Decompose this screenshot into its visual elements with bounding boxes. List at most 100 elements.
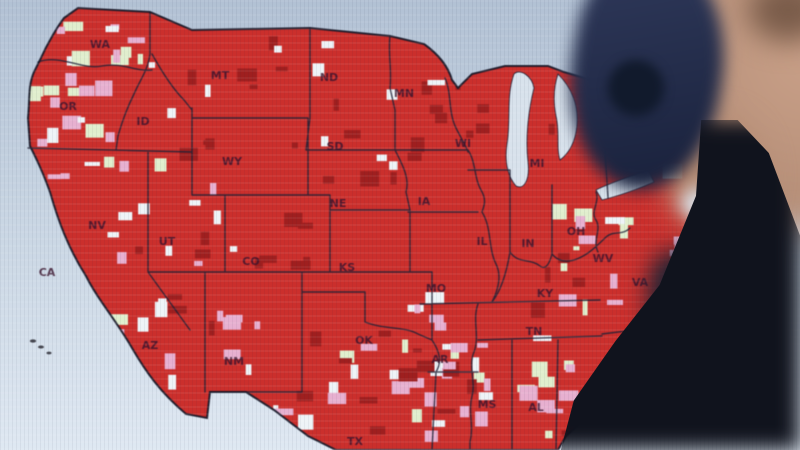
state-label-mn: MN (394, 87, 414, 100)
county-patch (208, 320, 215, 336)
county-patch (437, 408, 456, 414)
state-label-oh: OH (567, 225, 586, 238)
county-patch (274, 45, 282, 53)
state-label-ut: UT (159, 235, 176, 248)
county-patch (391, 381, 410, 395)
county-patch (406, 378, 425, 388)
county-patch (66, 56, 73, 66)
county-patch (290, 260, 311, 270)
county-patch (310, 331, 322, 347)
county-patch (74, 311, 90, 321)
county-patch (575, 216, 586, 229)
county-patch (274, 408, 294, 416)
county-patch (50, 97, 60, 108)
county-patch (519, 385, 538, 401)
county-patch (126, 362, 141, 368)
county-patch (411, 409, 422, 423)
county-patch (205, 138, 215, 150)
county-patch (62, 115, 82, 130)
county-patch (109, 314, 128, 325)
county-patch (450, 347, 459, 359)
county-patch (213, 210, 221, 225)
county-patch (327, 392, 347, 405)
county-patch (168, 374, 177, 390)
county-patch (360, 171, 380, 187)
county-patch (210, 183, 217, 196)
state-label-mi: MI (529, 157, 544, 170)
county-patch (425, 292, 445, 304)
county-patch (95, 80, 113, 97)
county-patch (560, 259, 568, 272)
county-patch (47, 127, 59, 143)
county-patch (77, 117, 85, 123)
county-patch (389, 161, 398, 170)
county-patch (376, 154, 387, 162)
county-patch (573, 246, 580, 251)
state-label-ks: KS (339, 261, 356, 274)
county-patch (475, 411, 488, 427)
county-patch (296, 390, 314, 402)
state-label-id: ID (136, 115, 149, 128)
county-patch (537, 400, 555, 413)
county-patch (194, 260, 203, 266)
state-label-wa: WA (90, 38, 111, 51)
state-label-al: AL (528, 401, 544, 414)
county-patch (56, 26, 65, 34)
county-patch (275, 66, 288, 72)
county-patch (113, 49, 121, 63)
county-patch (65, 73, 77, 86)
county-patch (167, 294, 183, 300)
county-patch (107, 232, 119, 238)
county-patch (429, 104, 443, 114)
county-patch (442, 343, 455, 350)
county-patch (284, 212, 303, 227)
county-patch (413, 348, 422, 353)
county-patch (71, 50, 90, 67)
county-patch (478, 392, 493, 401)
county-patch (338, 358, 352, 364)
county-patch (120, 46, 132, 58)
county-patch (429, 314, 444, 323)
state-label-ms: MS (478, 398, 497, 411)
county-patch (582, 299, 588, 316)
county-patch (254, 321, 261, 330)
county-patch (135, 246, 143, 255)
state-label-co: CO (242, 255, 259, 268)
county-patch (344, 130, 361, 139)
state-label-wy: WY (222, 155, 243, 168)
state-label-sd: SD (326, 140, 343, 153)
county-patch (105, 25, 119, 33)
mask-emblem-icon (608, 60, 664, 116)
county-patch (333, 98, 339, 111)
county-patch (79, 85, 95, 97)
state-label-nm: NM (224, 355, 244, 368)
county-patch (434, 322, 447, 331)
county-patch (359, 397, 378, 404)
county-patch (297, 222, 313, 229)
county-patch (414, 304, 421, 314)
county-patch (558, 390, 579, 401)
county-patch (223, 349, 241, 360)
county-patch (205, 84, 211, 97)
state-label-il: IL (476, 235, 487, 248)
county-patch (118, 212, 133, 221)
state-label-wv: WV (593, 252, 614, 265)
state-labels: WA OR ID MT WY NV UT CA CO AZ NM ND SD NE KS OK TX MN IA MO… (39, 38, 649, 448)
county-patch (63, 324, 81, 337)
county-patch (473, 372, 485, 383)
county-patch (531, 361, 548, 378)
county-patch (138, 203, 150, 215)
state-label-mo: MO (426, 282, 446, 295)
county-patch (466, 130, 474, 138)
county-patch (483, 378, 491, 391)
county-patch (321, 41, 335, 49)
county-patch (194, 249, 211, 259)
county-patch (410, 137, 425, 153)
state-label-ar: AR (432, 353, 450, 366)
county-patch (298, 414, 314, 430)
county-patch (47, 174, 62, 180)
county-patch (167, 305, 187, 314)
county-patch (67, 87, 83, 97)
county-patch (610, 273, 618, 289)
